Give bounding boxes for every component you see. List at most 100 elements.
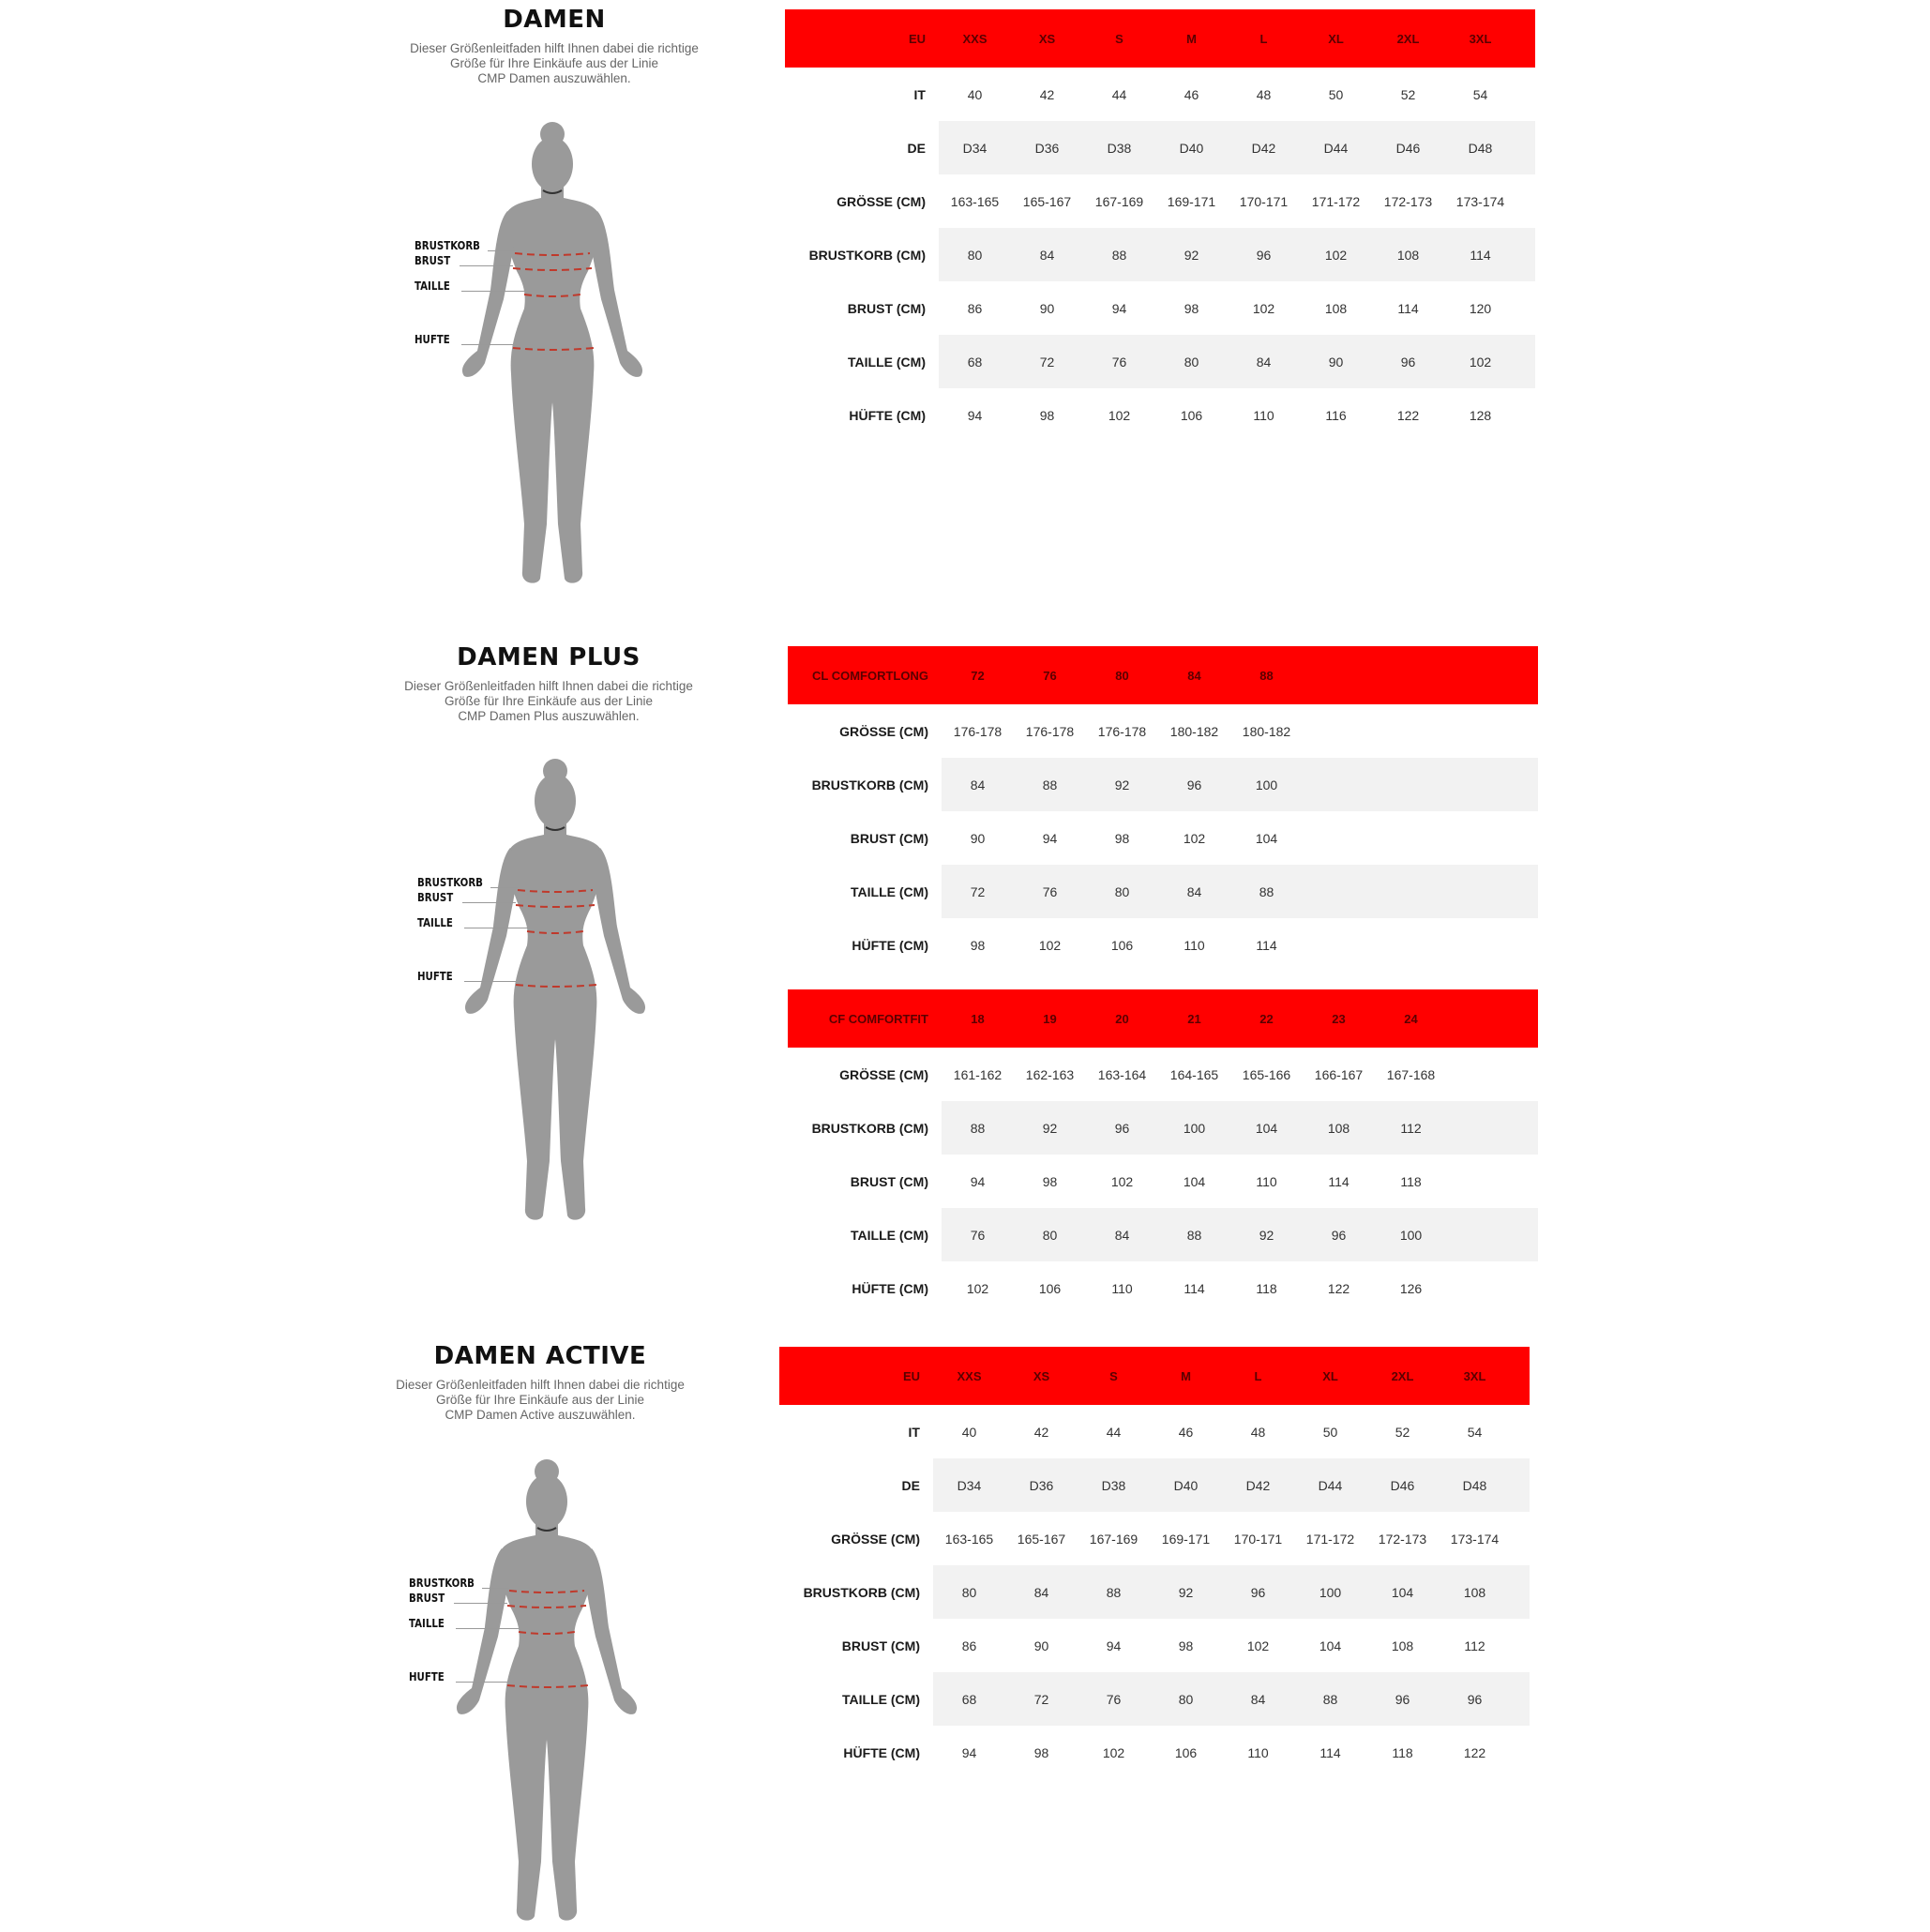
table-cell: 98 xyxy=(1033,1744,1049,1760)
table-cell: 102 xyxy=(1108,407,1131,423)
figure-leader-line xyxy=(461,344,513,345)
measure-line-taille xyxy=(523,294,581,297)
table-cell: 98 xyxy=(1114,830,1130,846)
table-cell: 40 xyxy=(961,1424,977,1440)
table-cell: 122 xyxy=(1327,1280,1350,1296)
measure-line-brust xyxy=(512,267,593,271)
table-cell: D36 xyxy=(1034,140,1060,156)
header-size: M xyxy=(1186,31,1197,46)
figure-label-brustkorb: BRUSTKORB xyxy=(417,876,483,889)
table-row: GRÖSSE (CM) 176-178 176-178 176-178 180-182 1… xyxy=(788,704,1538,758)
body-silhouette-figure xyxy=(449,121,656,590)
table-cell: 96 xyxy=(1331,1227,1347,1243)
table-cell: 102 xyxy=(1038,937,1062,953)
table-cell: 84 xyxy=(970,777,986,792)
header-size: XL xyxy=(1328,31,1344,46)
table-cell: 46 xyxy=(1178,1424,1194,1440)
table-cell: 110 xyxy=(1253,407,1274,423)
figure-label-brust: BRUST xyxy=(415,254,451,267)
table-cell: 76 xyxy=(970,1227,986,1243)
table-cell: 92 xyxy=(1178,1584,1194,1600)
header-size: 21 xyxy=(1187,1011,1201,1026)
table-cell: 102 xyxy=(1252,300,1275,316)
table-row: TAILLE (CM) 72 76 80 84 88 xyxy=(788,865,1538,918)
table-cell: D40 xyxy=(1179,140,1204,156)
row-label: TAILLE (CM) xyxy=(851,1227,928,1243)
header-size: 23 xyxy=(1332,1011,1346,1026)
measure-line-brust xyxy=(515,904,596,908)
header-size: 2XL xyxy=(1391,1368,1414,1383)
table-cell: 171-172 xyxy=(1305,1531,1355,1547)
table-cell: 54 xyxy=(1472,86,1488,102)
section-intro: DAMEN Dieser Größenleitfaden hilft Ihnen … xyxy=(367,6,742,86)
table-cell: 96 xyxy=(1114,1120,1130,1136)
table-cell: 84 xyxy=(1256,354,1272,370)
row-label: BRUSTKORB (CM) xyxy=(811,777,928,792)
measure-line-brustkorb xyxy=(508,1590,585,1593)
table-cell: 173-174 xyxy=(1450,1531,1500,1547)
table-row: TAILLE (CM) 68 72 76 80 84 88 96 96 xyxy=(779,1672,1530,1726)
table-cell: 104 xyxy=(1391,1584,1414,1600)
table-cell: 104 xyxy=(1255,1120,1278,1136)
table-row: BRUSTKORB (CM) 88 92 96 100 104 108 112 xyxy=(788,1101,1538,1155)
table-cell: 106 xyxy=(1180,407,1203,423)
row-label: GRÖSSE (CM) xyxy=(839,723,928,739)
table-cell: 80 xyxy=(1042,1227,1058,1243)
table-row: BRUST (CM) 86 90 94 98 102 104 108 112 xyxy=(779,1619,1530,1672)
figure-label-brustkorb: BRUSTKORB xyxy=(409,1577,475,1590)
table-cell: 116 xyxy=(1325,407,1347,423)
size-table-header: CL COMFORTLONG 72 76 80 84 88 xyxy=(788,646,1538,704)
row-label: TAILLE (CM) xyxy=(842,1691,920,1707)
figure-leader-line xyxy=(456,1682,507,1683)
row-label: BRUST (CM) xyxy=(841,1638,920,1653)
section-title: DAMEN PLUS xyxy=(457,643,641,672)
table-cell: 110 xyxy=(1247,1744,1269,1760)
header-size: 3XL xyxy=(1469,31,1492,46)
header-size: 18 xyxy=(971,1011,985,1026)
table-cell: 92 xyxy=(1184,247,1199,263)
table-cell: 176-178 xyxy=(953,723,1003,739)
table-cell: 84 xyxy=(1033,1584,1049,1600)
table-cell: 94 xyxy=(961,1744,977,1760)
table-row: BRUST (CM) 90 94 98 102 104 xyxy=(788,811,1538,865)
table-cell: 42 xyxy=(1033,1424,1049,1440)
table-cell: 90 xyxy=(970,830,986,846)
header-size: XL xyxy=(1322,1368,1338,1383)
table-cell: 172-173 xyxy=(1383,193,1433,209)
table-cell: 114 xyxy=(1397,300,1419,316)
header-label: EU xyxy=(908,31,926,46)
table-cell: 108 xyxy=(1324,300,1348,316)
table-cell: 52 xyxy=(1400,86,1416,102)
table-cell: 102 xyxy=(966,1280,989,1296)
table-cell: D48 xyxy=(1462,1477,1487,1493)
table-cell: 106 xyxy=(1038,1280,1062,1296)
table-cell: 164-165 xyxy=(1169,1066,1219,1082)
table-cell: 118 xyxy=(1400,1173,1422,1189)
table-cell: 163-165 xyxy=(950,193,1000,209)
table-cell: 106 xyxy=(1110,937,1134,953)
row-label: BRUSTKORB (CM) xyxy=(811,1120,928,1136)
table-cell: 52 xyxy=(1395,1424,1410,1440)
table-cell: 102 xyxy=(1324,247,1348,263)
size-table-header: CF COMFORTFIT 18 19 20 21 22 23 24 xyxy=(788,989,1538,1048)
table-cell: 90 xyxy=(1039,300,1055,316)
table-cell: 68 xyxy=(961,1691,977,1707)
table-cell: 50 xyxy=(1322,1424,1338,1440)
table-cell: 169-171 xyxy=(1161,1531,1211,1547)
table-cell: 169-171 xyxy=(1167,193,1216,209)
table-cell: 114 xyxy=(1184,1280,1205,1296)
table-cell: D34 xyxy=(962,140,988,156)
table-cell: 172-173 xyxy=(1378,1531,1427,1547)
table-cell: 80 xyxy=(1114,883,1130,899)
table-cell: 76 xyxy=(1042,883,1058,899)
row-label: DE xyxy=(901,1477,920,1493)
header-size: S xyxy=(1115,31,1123,46)
section-description: Dieser Größenleitfaden hilft Ihnen dabei… xyxy=(404,679,693,723)
header-size: 3XL xyxy=(1463,1368,1486,1383)
table-cell: 165-167 xyxy=(1017,1531,1066,1547)
table-cell: 92 xyxy=(1042,1120,1058,1136)
table-cell: 96 xyxy=(1400,354,1416,370)
table-row: DE D34 D36 D38 D40 D42 D44 D46 D48 xyxy=(779,1458,1530,1512)
table-cell: 94 xyxy=(970,1173,986,1189)
table-cell: 112 xyxy=(1400,1120,1422,1136)
